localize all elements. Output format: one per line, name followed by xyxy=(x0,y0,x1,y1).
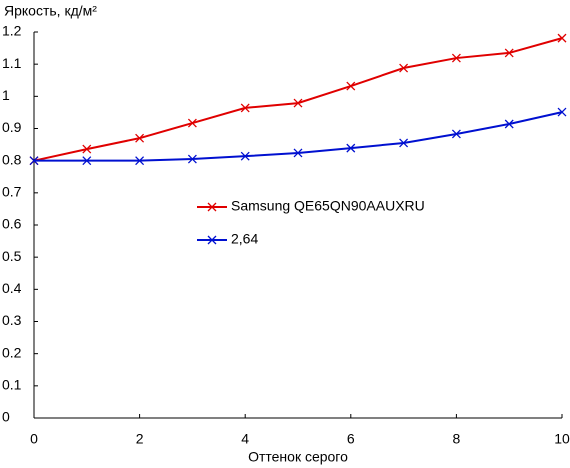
marker xyxy=(557,33,567,43)
x-tick-label: 0 xyxy=(30,431,38,447)
x-tick-label: 4 xyxy=(241,431,249,447)
marker xyxy=(240,151,250,161)
marker xyxy=(293,98,303,108)
marker xyxy=(293,148,303,158)
y-tick-label: 0.4 xyxy=(2,280,22,296)
marker xyxy=(240,103,250,113)
y-tick-label: 0.6 xyxy=(2,216,22,232)
marker xyxy=(504,48,514,58)
x-tick-label: 10 xyxy=(554,431,570,447)
legend-marker xyxy=(207,235,217,245)
x-tick-label: 8 xyxy=(453,431,461,447)
x-tick-label: 2 xyxy=(136,431,144,447)
series-line xyxy=(33,37,563,162)
marker xyxy=(557,107,567,117)
y-tick-label: 0.8 xyxy=(2,151,22,167)
marker xyxy=(135,156,145,166)
legend-marker xyxy=(207,202,217,212)
y-tick-label: 1 xyxy=(2,87,10,103)
y-tick-label: 1.1 xyxy=(2,55,22,71)
y-tick-label: 0 xyxy=(2,409,10,425)
legend-label: Samsung QE65QN90AAUXRU xyxy=(231,198,425,214)
y-tick-label: 0.3 xyxy=(2,312,22,328)
marker xyxy=(82,156,92,166)
marker xyxy=(187,154,197,164)
y-tick-label: 0.1 xyxy=(2,377,22,393)
y-tick-label: 0.7 xyxy=(2,184,22,200)
marker xyxy=(346,143,356,153)
legend-label: 2,64 xyxy=(231,231,258,247)
marker xyxy=(451,129,461,139)
x-axis-label: Оттенок серого xyxy=(248,449,348,465)
marker xyxy=(29,156,39,166)
marker xyxy=(135,133,145,143)
y-axis-label: Яркость, кд/м² xyxy=(4,3,97,19)
y-tick-label: 1.2 xyxy=(2,23,22,39)
x-tick-label: 6 xyxy=(347,431,355,447)
y-tick-label: 0.2 xyxy=(2,344,22,360)
y-tick-label: 0.9 xyxy=(2,119,22,135)
marker xyxy=(187,118,197,128)
marker xyxy=(346,81,356,91)
y-tick-label: 0.5 xyxy=(2,248,22,264)
marker xyxy=(504,119,514,129)
marker xyxy=(399,63,409,73)
marker xyxy=(399,138,409,148)
marker xyxy=(82,144,92,154)
marker xyxy=(451,53,461,63)
